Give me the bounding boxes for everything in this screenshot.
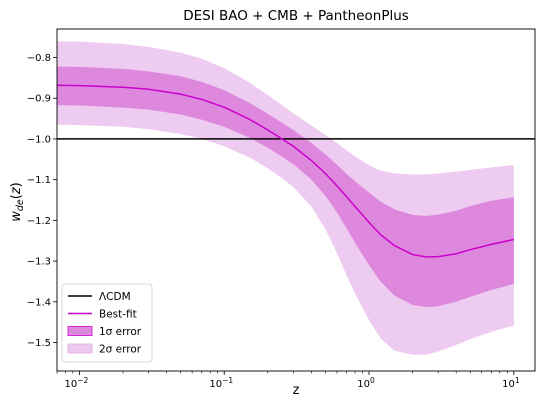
- legend-box: [61, 283, 153, 363]
- x-tick-label: 101: [502, 376, 520, 390]
- band-1sigma: [57, 66, 514, 308]
- legend-label: 2σ error: [99, 344, 142, 356]
- best-fit-line: [57, 84, 514, 258]
- x-tick-label: 10−2: [65, 376, 89, 390]
- y-tick-label: −1.0: [27, 134, 51, 145]
- legend-label: 1σ error: [99, 326, 142, 338]
- chart-title: DESI BAO + CMB + PantheonPlus: [183, 8, 409, 24]
- legend-swatch-patch: [67, 343, 93, 354]
- legend-label: ΛCDM: [99, 291, 131, 303]
- y-tick-label: −1.4: [27, 297, 51, 308]
- y-tick-label: −1.2: [27, 216, 51, 227]
- axes-frame: [56, 28, 536, 372]
- legend-swatch-patch: [67, 326, 93, 336]
- x-axis-label: z: [293, 383, 300, 398]
- legend-label: Best-fit: [99, 309, 137, 321]
- y-axis-label: wde(z): [9, 182, 26, 222]
- x-tick-label: 100: [357, 376, 375, 390]
- x-tick-label: 10−1: [209, 376, 233, 390]
- y-tick-label: −1.1: [27, 175, 51, 186]
- y-tick-label: −1.3: [27, 257, 51, 268]
- legend: ΛCDM Best-fit 1σ error 2σ error: [61, 283, 153, 363]
- y-tick-label: −0.8: [27, 53, 51, 64]
- series-group: [57, 41, 535, 355]
- y-tick-label: −1.5: [27, 338, 51, 349]
- y-tick-label: −0.9: [27, 94, 51, 105]
